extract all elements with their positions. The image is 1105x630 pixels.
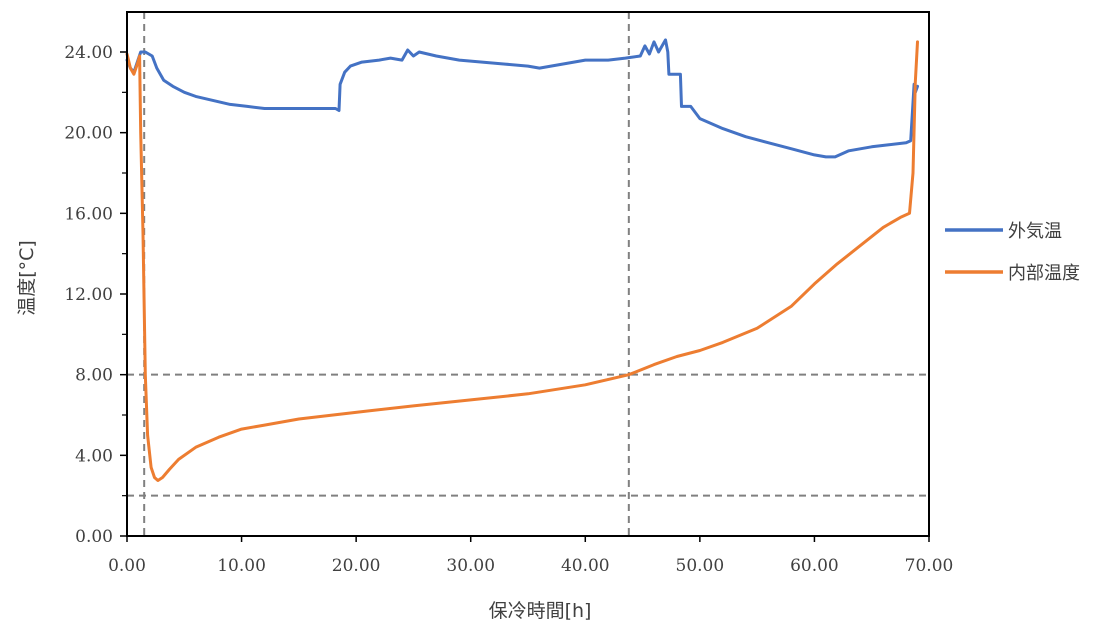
x-tick-label: 30.00 <box>446 556 495 576</box>
x-axis-title: 保冷時間[h] <box>489 600 592 622</box>
x-tick-label: 0.00 <box>108 556 146 576</box>
y-tick-label: 0.00 <box>75 527 113 547</box>
y-tick-label: 4.00 <box>75 446 113 466</box>
y-tick-label: 16.00 <box>64 204 113 224</box>
y-tick-label: 20.00 <box>64 124 113 144</box>
x-axis: 0.00 10.00 20.00 30.00 40.00 50.00 60.00 70.00 <box>108 536 953 576</box>
x-tick-label: 60.00 <box>790 556 839 576</box>
series-line-2 <box>125 40 919 482</box>
y-axis-title: 温度[°C] <box>16 240 38 316</box>
x-tick-label: 70.00 <box>905 556 954 576</box>
legend-label-1: 外気温 <box>1008 221 1062 242</box>
reference-lines <box>127 12 929 536</box>
x-tick-label: 50.00 <box>676 556 725 576</box>
series-lines <box>125 38 919 482</box>
y-tick-label: 24.00 <box>64 43 113 63</box>
plot-area-frame <box>126 11 930 537</box>
series-line-1 <box>125 38 919 159</box>
y-axis: 0.00 4.00 8.00 12.00 16.00 20.00 24.00 <box>64 43 127 547</box>
x-tick-label: 20.00 <box>332 556 381 576</box>
y-tick-label: 8.00 <box>75 366 113 386</box>
legend-label-2: 内部温度 <box>1008 263 1080 284</box>
x-tick-label: 10.00 <box>217 556 266 576</box>
x-tick-label: 40.00 <box>561 556 610 576</box>
y-tick-label: 12.00 <box>64 285 113 305</box>
